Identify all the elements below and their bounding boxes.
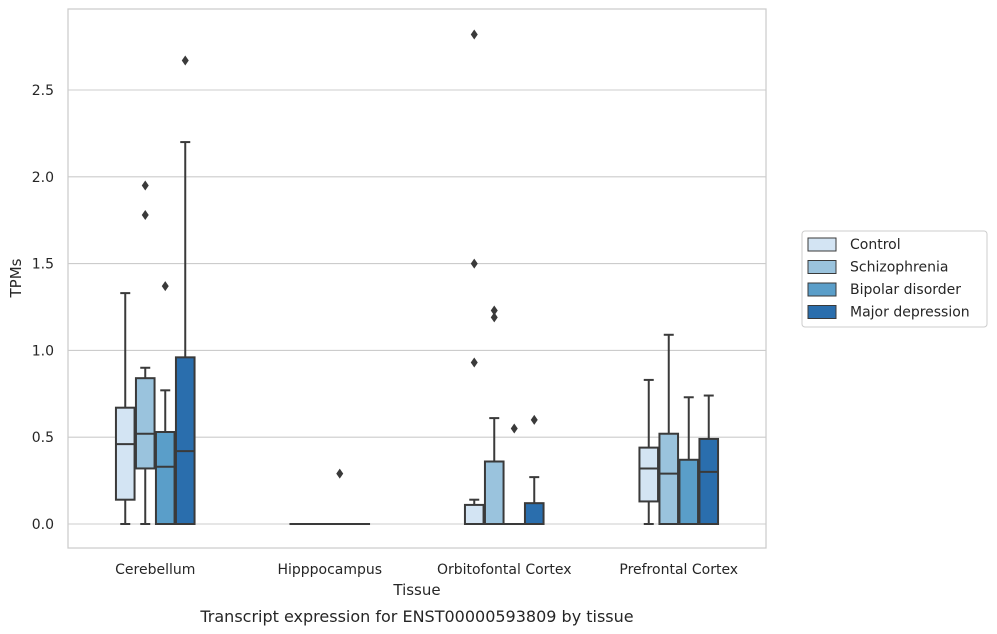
box-body	[698, 437, 720, 526]
box-elements	[114, 29, 720, 526]
legend-swatch	[807, 260, 837, 274]
outlier-point	[161, 281, 169, 292]
box-schizophrenia	[658, 333, 680, 525]
box-body	[174, 356, 196, 525]
box-major-depression	[698, 394, 720, 526]
y-tick-label: 0.5	[32, 430, 54, 446]
x-tick-label: Orbitofontal Cortex	[437, 562, 572, 578]
box-major-depression	[174, 55, 196, 525]
y-tick-label: 0.0	[32, 517, 54, 533]
outlier-point	[490, 305, 498, 316]
x-tick-labels: Cerebellum Hipppocampus Orbitofontal Corte…	[115, 562, 738, 578]
box-bipolar-disorder	[154, 281, 176, 526]
box-control	[463, 29, 485, 525]
y-axis-label: TPMs	[7, 258, 25, 298]
outlier-point	[470, 258, 478, 269]
x-tick-label: Hipppocampus	[277, 562, 382, 578]
box-body	[483, 460, 505, 525]
box-body	[134, 377, 156, 470]
y-tick-label: 2.0	[32, 170, 54, 186]
box-body	[523, 502, 545, 525]
y-tick-label: 1.5	[32, 257, 54, 273]
box-body	[463, 503, 485, 525]
box-body	[114, 406, 136, 501]
legend-label: Bipolar disorder	[850, 282, 961, 298]
legend-swatch	[807, 305, 837, 319]
box-control	[638, 378, 660, 525]
outlier-point	[470, 29, 478, 40]
x-tick-label: Prefrontal Cortex	[619, 562, 738, 578]
outlier-point	[470, 357, 478, 368]
y-tick-labels: 0.0 0.5 1.0 1.5 2.0 2.5	[32, 83, 54, 533]
y-tick-label: 2.5	[32, 83, 54, 99]
outlier-point	[510, 423, 518, 434]
box-bipolar-disorder	[503, 423, 525, 526]
outlier-point	[141, 180, 149, 191]
box-body	[678, 458, 700, 526]
x-tick-label: Cerebellum	[115, 562, 195, 578]
x-axis-label: Tissue	[392, 581, 440, 599]
legend-label: Schizophrenia	[850, 260, 948, 276]
outlier-point	[181, 55, 189, 66]
legend-swatch	[807, 237, 837, 252]
box-body	[638, 446, 660, 503]
chart-caption: Transcript expression for ENST0000059380…	[199, 607, 633, 626]
box-bipolar-disorder	[678, 396, 700, 526]
box-schizophrenia	[483, 305, 505, 525]
box-control	[114, 292, 136, 525]
box-body	[658, 432, 680, 525]
box-body	[154, 430, 176, 526]
outlier-point	[490, 312, 498, 323]
box-bipolar-disorder	[329, 468, 351, 526]
outlier-point	[336, 468, 344, 479]
outlier-point	[530, 414, 538, 425]
box-schizophrenia	[134, 180, 156, 525]
legend-label: Control	[850, 237, 901, 253]
legend: Control Schizophrenia Bipolar disorder Majo…	[801, 230, 988, 328]
box-major-depression	[523, 414, 545, 525]
legend-frame	[801, 230, 988, 328]
plot-area-frame	[67, 8, 767, 549]
y-tick-label: 1.0	[32, 343, 54, 359]
legend-swatch	[807, 282, 837, 297]
outlier-point	[141, 209, 149, 220]
legend-label: Major depression	[850, 305, 970, 321]
